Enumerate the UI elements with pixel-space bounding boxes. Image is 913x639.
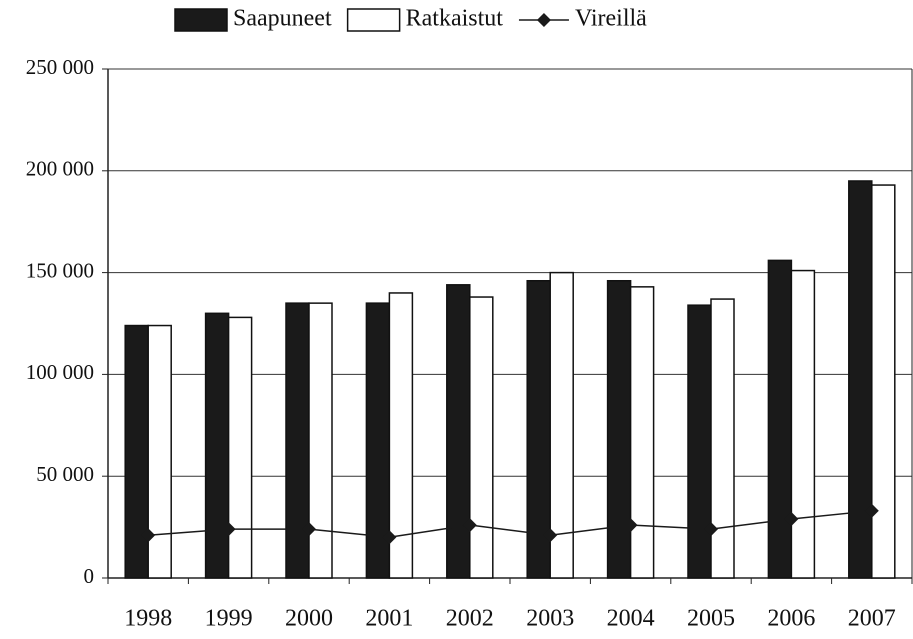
legend-swatch: [536, 13, 551, 27]
marker: [462, 518, 477, 533]
legend-label: Ratkaistut: [406, 6, 504, 32]
marker: [382, 530, 397, 545]
y-tick-label: 150 000: [26, 258, 94, 282]
x-tick-label: 2007: [848, 606, 896, 632]
marker: [704, 522, 718, 537]
bar: [871, 184, 896, 579]
line: [148, 510, 872, 539]
bar: [606, 279, 632, 579]
bar: [629, 286, 655, 579]
y-tick-label: 50 000: [36, 462, 94, 486]
y-tick-label: 250 000: [26, 55, 94, 79]
x-tick-label: 2004: [607, 606, 655, 632]
marker: [864, 503, 879, 518]
marker: [623, 518, 638, 533]
bar: [469, 296, 494, 579]
legend-label: Saapuneet: [233, 6, 332, 32]
bar: [848, 180, 873, 579]
x-tick-label: 2000: [285, 606, 333, 632]
y-tick-label: 100 000: [26, 360, 94, 384]
marker: [543, 528, 558, 543]
bar: [124, 324, 149, 579]
bar: [767, 259, 793, 579]
bar: [227, 316, 253, 579]
legend-label: Vireillä: [575, 6, 647, 32]
marker: [221, 522, 236, 537]
bar: [446, 284, 471, 579]
x-tick-label: 1999: [205, 606, 253, 632]
bar: [388, 292, 414, 579]
bar: [790, 269, 816, 579]
x-tick-label: 2001: [365, 606, 413, 632]
legend-swatch: [174, 8, 228, 32]
bar: [308, 302, 333, 579]
marker: [302, 522, 316, 537]
y-tick-label: 0: [84, 564, 95, 588]
x-tick-label: 2002: [446, 606, 494, 632]
x-tick-label: 2005: [687, 606, 735, 632]
x-tick-label: 1998: [124, 606, 172, 632]
bar: [549, 271, 574, 579]
bar: [204, 312, 230, 579]
bar: [687, 304, 712, 579]
x-tick-label: 2006: [767, 606, 815, 632]
x-tick-label: 2003: [526, 606, 574, 632]
bar: [147, 324, 172, 579]
bar: [285, 302, 310, 579]
marker: [784, 511, 799, 526]
marker: [141, 528, 156, 543]
y-tick-label: 200 000: [26, 157, 94, 181]
bar: [710, 298, 735, 579]
legend-swatch: [346, 8, 401, 32]
